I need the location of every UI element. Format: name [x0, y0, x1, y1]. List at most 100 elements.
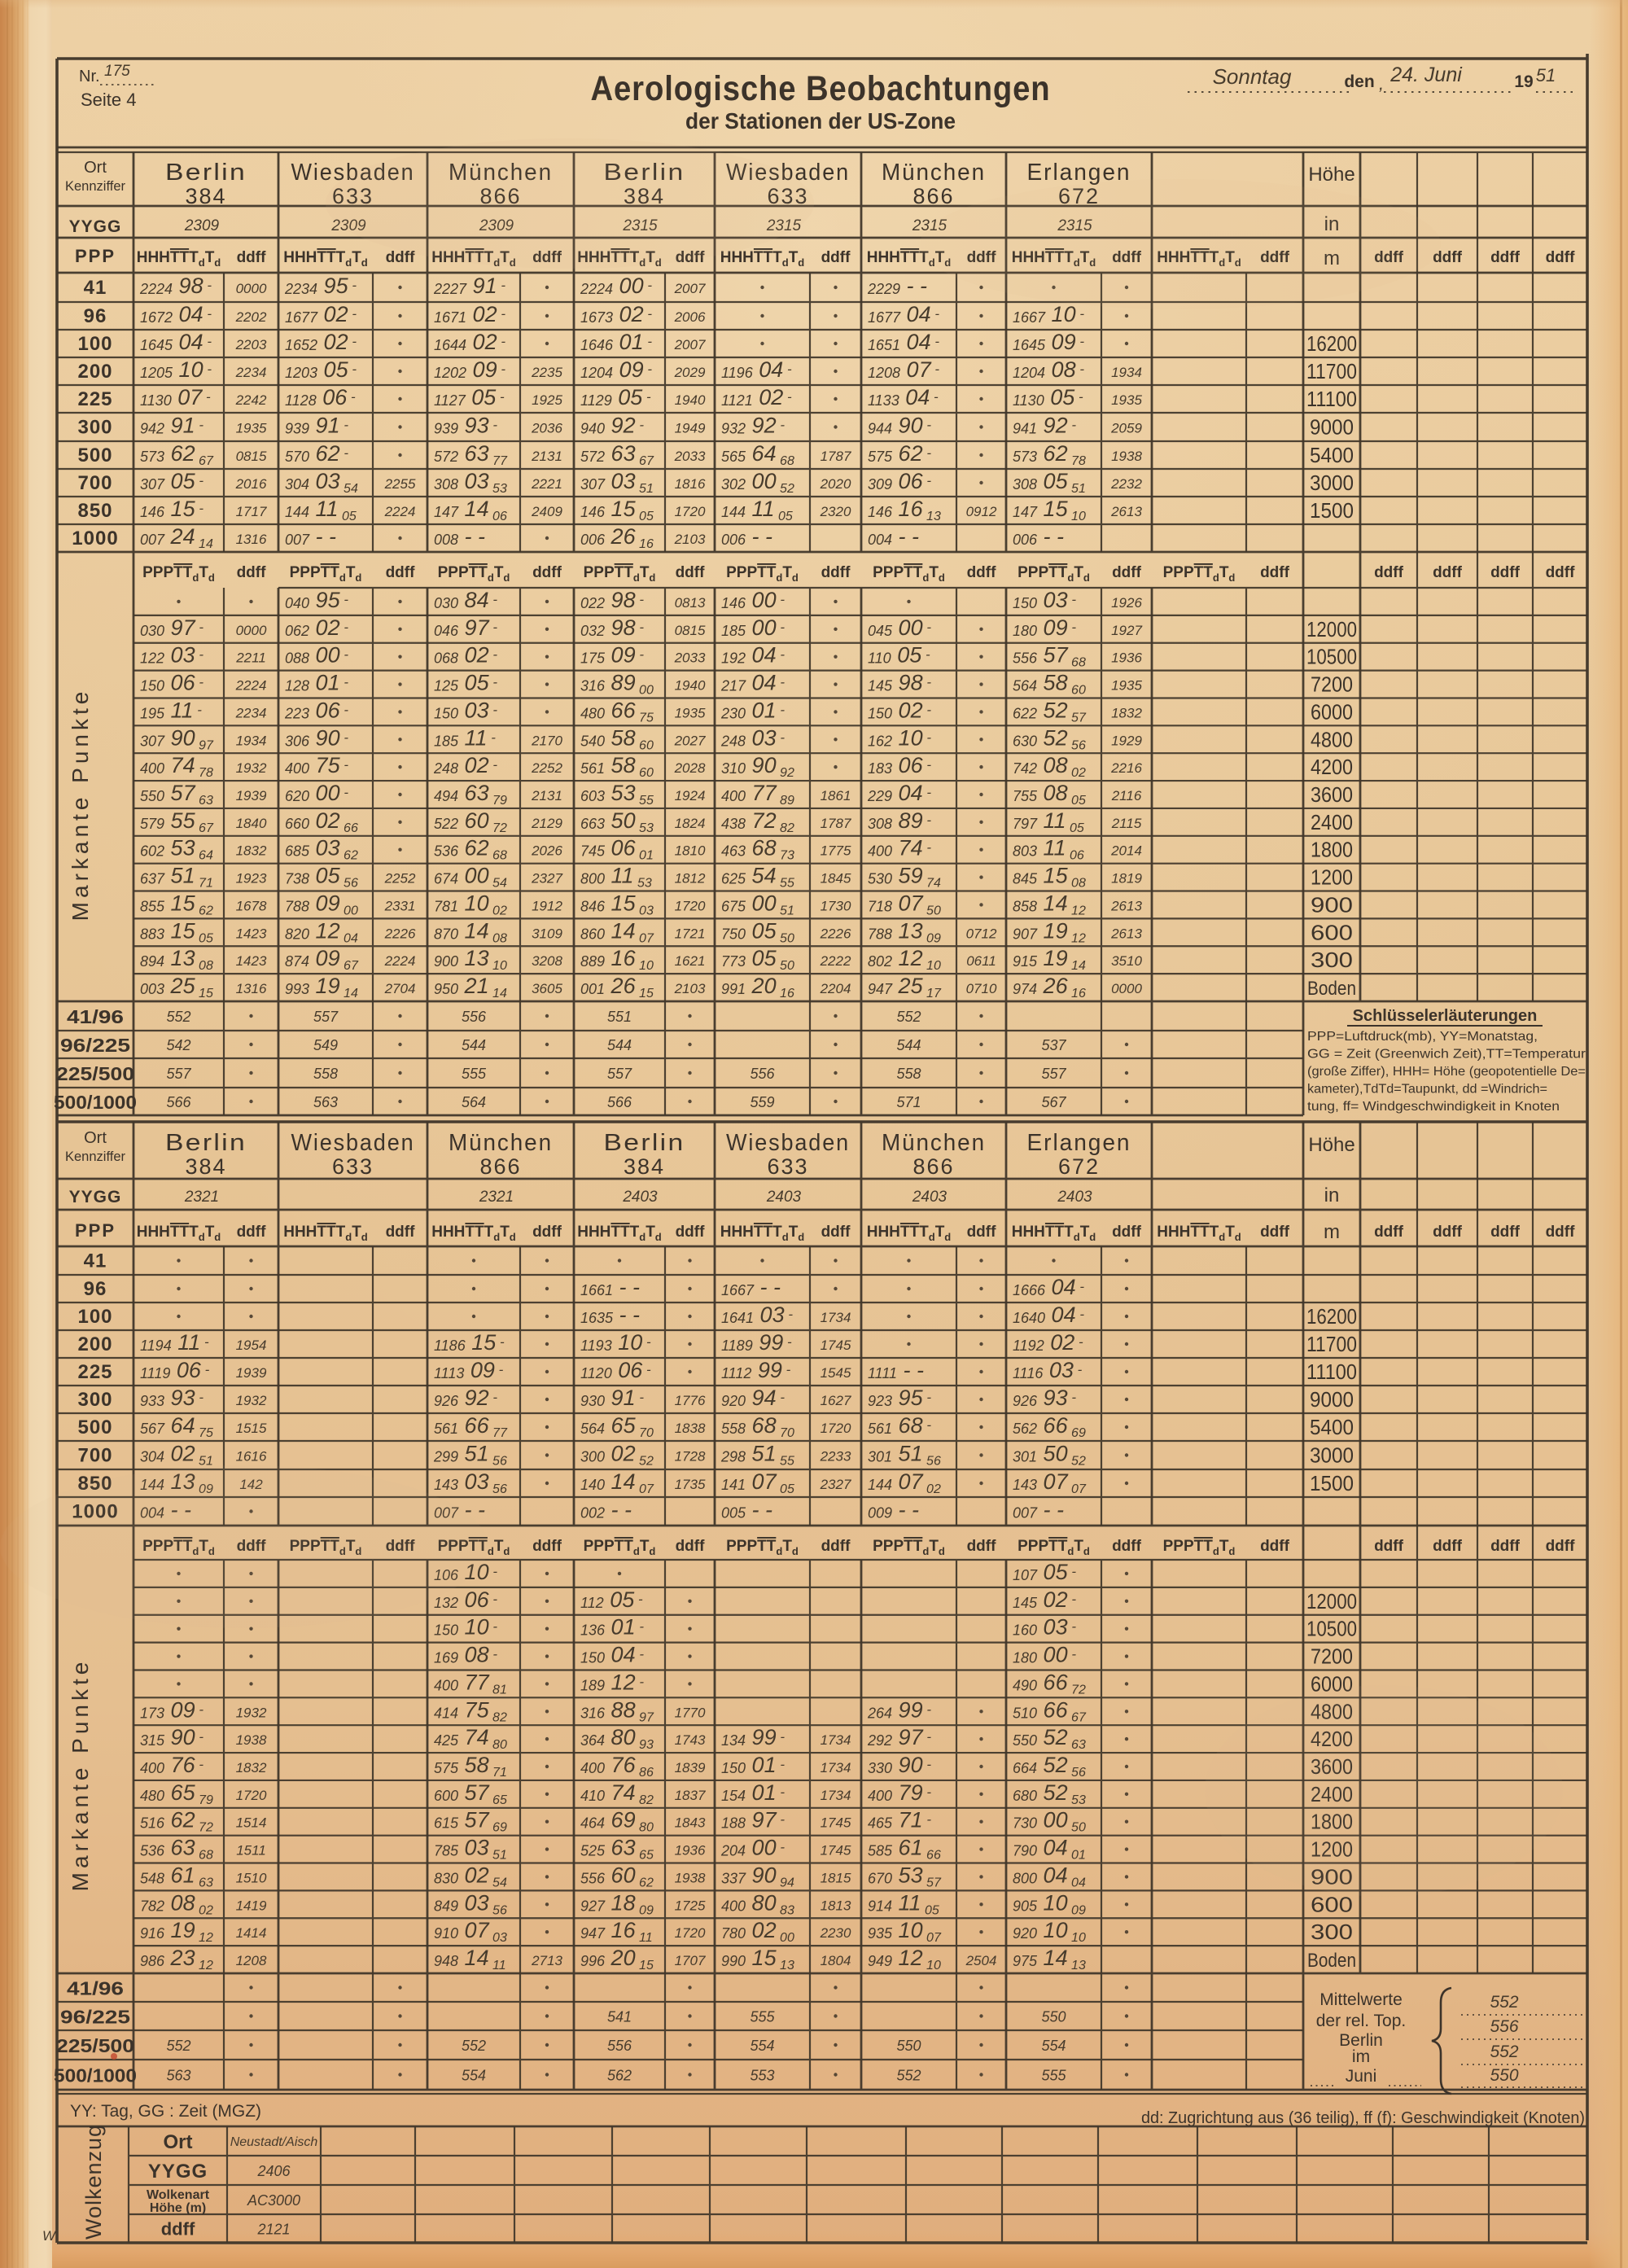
svg-text:140 14 07: 140 14 07: [580, 1469, 654, 1496]
svg-text:384: 384: [624, 1154, 665, 1179]
svg-text:874 09 67: 874 09 67: [285, 946, 359, 973]
svg-text:675 00 51: 675 00 51: [721, 891, 794, 917]
svg-text:301 50 52: 301 50 52: [1013, 1442, 1086, 1469]
svg-text:1804: 1804: [821, 1953, 851, 1968]
svg-text:Erlangen: Erlangen: [1027, 160, 1131, 186]
svg-text:1832: 1832: [1111, 705, 1142, 720]
svg-text:1935: 1935: [675, 705, 706, 720]
svg-text:PPPTTdTd: PPPTTdTd: [873, 1538, 945, 1557]
svg-text:490 66 72: 490 66 72: [1013, 1670, 1086, 1697]
svg-text:1824: 1824: [675, 816, 706, 831]
svg-text:0000: 0000: [1111, 981, 1142, 996]
svg-text:112 05 -: 112 05 -: [580, 1587, 643, 1612]
svg-text:2309: 2309: [330, 217, 366, 234]
svg-text:2224 00 -: 2224 00 -: [580, 274, 652, 298]
svg-text:674 00 54: 674 00 54: [434, 864, 507, 891]
svg-text:300 02 52: 300 02 52: [580, 1442, 654, 1469]
svg-text:1500: 1500: [1310, 1471, 1354, 1495]
svg-text:1745: 1745: [821, 1338, 851, 1353]
svg-text:Berlin: Berlin: [165, 1130, 247, 1156]
svg-text:633: 633: [332, 184, 374, 208]
svg-text:1936: 1936: [675, 1843, 706, 1859]
svg-text:1627: 1627: [821, 1393, 851, 1408]
svg-text:548 61 63: 548 61 63: [140, 1863, 213, 1889]
svg-text:Berlin: Berlin: [604, 1130, 685, 1156]
svg-text:PPPTTdTd: PPPTTdTd: [290, 564, 362, 584]
svg-text:308 03 53: 308 03 53: [434, 469, 507, 496]
svg-text:HHHTTTdTd: HHHTTTdTd: [577, 249, 662, 269]
svg-text:1635 - -: 1635 - -: [580, 1303, 640, 1327]
svg-text:2033: 2033: [674, 650, 706, 666]
svg-text:ddff: ddff: [1490, 564, 1521, 581]
svg-text:2315: 2315: [622, 217, 658, 234]
svg-text:564: 564: [462, 1094, 486, 1110]
svg-text:558: 558: [896, 1066, 921, 1082]
svg-text:AC3000: AC3000: [247, 2192, 300, 2209]
svg-text:Mittelwerte: Mittelwerte: [1319, 1990, 1403, 2009]
svg-text:1936: 1936: [1111, 650, 1142, 666]
svg-text:146 00 -: 146 00 -: [721, 588, 785, 612]
svg-text:217 04 -: 217 04 -: [720, 671, 785, 695]
svg-text:544: 544: [896, 1037, 921, 1053]
svg-text:PPPTTdTd: PPPTTdTd: [584, 1538, 656, 1557]
svg-text:2255: 2255: [384, 476, 416, 492]
svg-text:633: 633: [767, 184, 808, 208]
svg-text:2203: 2203: [235, 337, 267, 352]
svg-text:2704: 2704: [384, 981, 416, 996]
svg-text:718 07 50: 718 07 50: [868, 891, 941, 917]
svg-text:2224: 2224: [384, 504, 416, 519]
svg-text:180 09 -: 180 09 -: [1013, 615, 1076, 640]
svg-text:575 62 -: 575 62 -: [868, 441, 931, 466]
svg-text:HHHTTTdTd: HHHTTTdTd: [283, 1224, 368, 1243]
svg-text:1204 09 -: 1204 09 -: [580, 357, 652, 382]
svg-text:248 02 -: 248 02 -: [433, 753, 497, 777]
svg-text:948 14 11: 948 14 11: [434, 1946, 506, 1972]
svg-text:384: 384: [185, 184, 226, 208]
svg-text:YYGG: YYGG: [69, 1188, 122, 1206]
svg-text:622 52 57: 622 52 57: [1013, 698, 1087, 725]
svg-text:1112 99 -: 1112 99 -: [721, 1358, 791, 1382]
svg-text:2234: 2234: [235, 365, 267, 380]
svg-text:926 93 -: 926 93 -: [1013, 1386, 1076, 1410]
svg-text:Markante Punkte: Markante Punkte: [68, 688, 93, 922]
svg-text:309 06 -: 309 06 -: [868, 469, 931, 493]
svg-text:0912: 0912: [966, 504, 997, 519]
svg-text:1940: 1940: [675, 678, 706, 694]
svg-text:1728: 1728: [675, 1449, 706, 1465]
svg-text:516 62 72: 516 62 72: [140, 1808, 213, 1835]
svg-text:Wiesbaden: Wiesbaden: [291, 1130, 415, 1156]
svg-text:555: 555: [462, 1066, 487, 1082]
svg-text:264 99 -: 264 99 -: [867, 1697, 931, 1722]
svg-text:996 20 15: 996 20 15: [580, 1946, 654, 1972]
svg-text:299 51 56: 299 51 56: [433, 1442, 507, 1469]
svg-text:PPP: PPP: [75, 1220, 116, 1241]
svg-text:0000: 0000: [236, 281, 267, 296]
svg-text:561 68 -: 561 68 -: [868, 1413, 931, 1438]
svg-text:1954: 1954: [236, 1338, 267, 1353]
svg-text:1651 04 -: 1651 04 -: [868, 330, 939, 354]
svg-text:788 13 09: 788 13 09: [868, 918, 941, 945]
svg-text:566: 566: [166, 1094, 191, 1110]
svg-text:ddff: ddff: [967, 564, 997, 581]
svg-text:2242: 2242: [235, 392, 267, 408]
svg-text:1938: 1938: [1111, 449, 1142, 464]
svg-text:107 05 -: 107 05 -: [1013, 1560, 1076, 1584]
svg-text:147 14 06: 147 14 06: [434, 497, 507, 523]
svg-text:2007: 2007: [674, 281, 706, 296]
svg-text:316 89 00: 316 89 00: [580, 671, 654, 698]
svg-text:2327: 2327: [531, 871, 562, 887]
svg-text:2027: 2027: [674, 733, 706, 748]
svg-text:846 15 03: 846 15 03: [580, 891, 654, 917]
svg-text:1838: 1838: [675, 1421, 706, 1436]
svg-text:1832: 1832: [236, 843, 267, 859]
svg-text:ddff: ddff: [967, 249, 997, 266]
svg-text:183 06 -: 183 06 -: [868, 753, 931, 777]
svg-text:930 91 -: 930 91 -: [580, 1386, 644, 1410]
svg-text:600 57 65: 600 57 65: [434, 1780, 507, 1807]
svg-text:1640 04 -: 1640 04 -: [1013, 1303, 1084, 1327]
svg-text:555: 555: [1041, 2068, 1066, 2084]
svg-text:7200: 7200: [1311, 672, 1353, 697]
svg-text:ddff: ddff: [1260, 564, 1290, 581]
svg-text:600: 600: [1311, 1892, 1353, 1916]
svg-text:Nr.: Nr.: [79, 68, 100, 85]
